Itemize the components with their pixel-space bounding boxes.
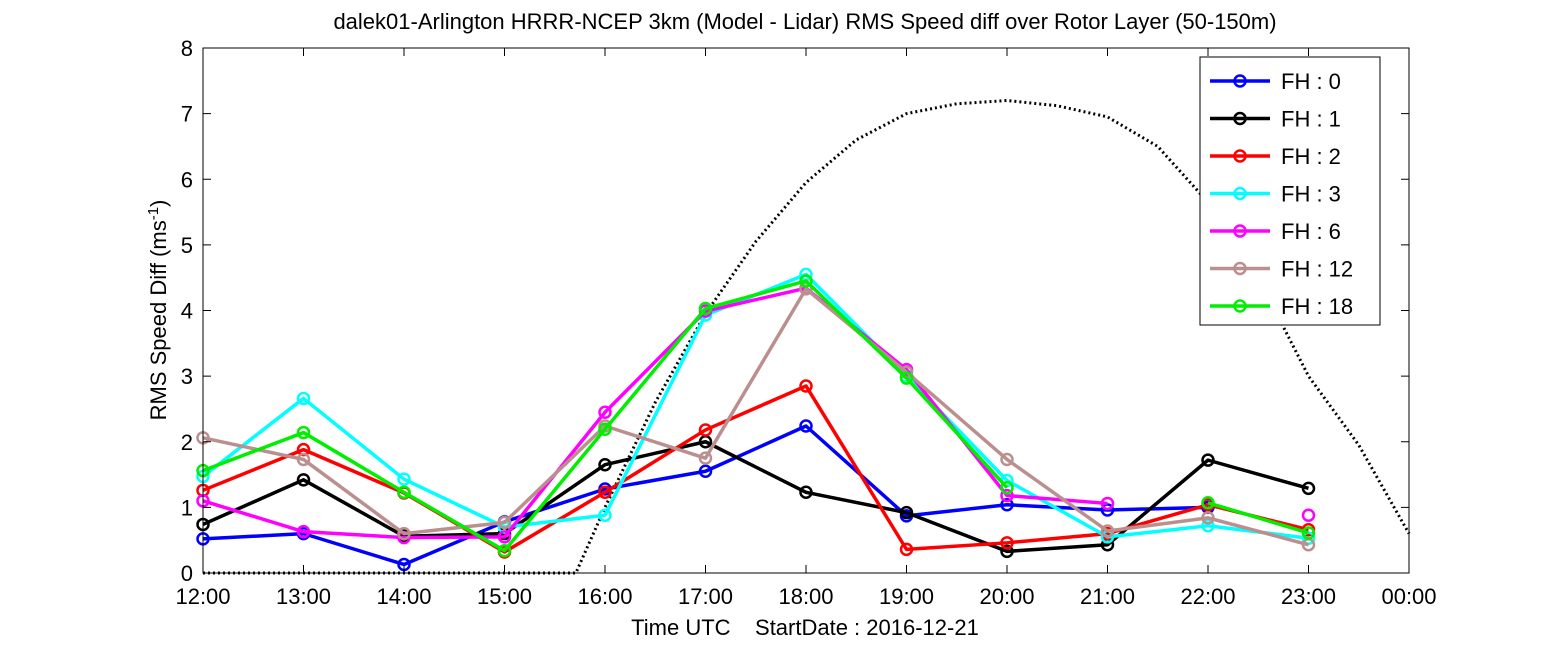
x-axis-label: Time UTC StartDate : 2016-12-21 bbox=[631, 615, 979, 640]
legend-marker-fh-6 bbox=[1233, 224, 1247, 238]
data-point-fh-0 bbox=[799, 419, 813, 433]
legend: FH : 0 FH : 1 FH : 2 FH : 3 FH : 6 FH : 12 FH … bbox=[1199, 56, 1381, 326]
data-point-fh-12 bbox=[1100, 524, 1115, 538]
data-point-fh-1 bbox=[799, 485, 813, 500]
legend-marker-fh-0 bbox=[1233, 74, 1247, 88]
legend-label-fh-2: FH : 2 bbox=[1281, 144, 1341, 169]
x-tick-label: 00:00 bbox=[1381, 584, 1436, 609]
y-axis-label-sup: -1 bbox=[145, 207, 162, 220]
y-tick-label: 4 bbox=[181, 299, 193, 324]
y-tick-label: 6 bbox=[181, 167, 193, 192]
data-point-fh-0 bbox=[1000, 498, 1014, 512]
y-tick-label: 7 bbox=[181, 102, 193, 127]
data-point-fh-12 bbox=[296, 452, 311, 467]
data-point-fh-12 bbox=[1000, 452, 1014, 467]
legend-label-fh-1: FH : 1 bbox=[1281, 107, 1341, 132]
data-point-fh-1 bbox=[598, 457, 612, 472]
series-fh-1 bbox=[196, 435, 1316, 559]
legend-marker-fh-12 bbox=[1233, 261, 1247, 276]
legend-label-fh-3: FH : 3 bbox=[1281, 182, 1341, 207]
x-axis-ticks: 12:00 13:00 14:00 15:00 16:00 17:00 18:00 19:00… bbox=[175, 48, 1437, 609]
data-point-fh-6 bbox=[598, 405, 612, 419]
data-point-fh-2 bbox=[698, 423, 713, 437]
data-point-fh-3 bbox=[296, 391, 311, 406]
x-tick-label: 21:00 bbox=[1080, 584, 1135, 609]
data-point-fh-6 bbox=[296, 524, 311, 539]
legend-marker-fh-1 bbox=[1233, 111, 1247, 126]
y-tick-label: 5 bbox=[181, 233, 193, 258]
data-point-fh-1 bbox=[1301, 481, 1316, 496]
data-point-fh-18 bbox=[296, 425, 311, 440]
data-point-fh-12 bbox=[497, 515, 512, 530]
series-line-fh-18 bbox=[1207, 501, 1310, 535]
x-tick-label: 16:00 bbox=[577, 584, 632, 609]
series-line-fh-0 bbox=[202, 424, 1209, 567]
data-point-fh-6 bbox=[497, 530, 512, 544]
data-point-fh-1 bbox=[899, 505, 914, 520]
data-point-fh-6 bbox=[1100, 496, 1115, 511]
x-tick-label: 17:00 bbox=[678, 584, 733, 609]
data-point-fh-18 bbox=[1201, 496, 1215, 510]
x-tick-label: 14:00 bbox=[376, 584, 431, 609]
data-point-fh-2 bbox=[1000, 536, 1014, 550]
x-tick-label: 19:00 bbox=[879, 584, 934, 609]
data-point-fh-3 bbox=[598, 508, 612, 522]
x-tick-label: 18:00 bbox=[778, 584, 833, 609]
series-layer bbox=[196, 267, 1316, 572]
y-axis-label: RMS Speed Diff (ms-1) bbox=[145, 200, 172, 421]
x-tick-label: 13:00 bbox=[276, 584, 331, 609]
y-tick-label: 1 bbox=[181, 495, 193, 520]
legend-box bbox=[1199, 56, 1381, 326]
data-point-fh-12 bbox=[698, 451, 713, 465]
data-point-fh-2 bbox=[799, 379, 813, 393]
data-point-fh-18 bbox=[598, 422, 612, 437]
data-point-fh-18 bbox=[698, 301, 713, 316]
series-line-fh-1 bbox=[202, 440, 1309, 554]
data-point-fh-1 bbox=[296, 473, 311, 487]
legend-marker-fh-18 bbox=[1233, 299, 1247, 313]
x-tick-label: 15:00 bbox=[477, 584, 532, 609]
data-point-fh-12 bbox=[397, 526, 411, 541]
legend-label-fh-18: FH : 18 bbox=[1281, 294, 1353, 319]
data-point-fh-1 bbox=[1000, 544, 1014, 559]
legend-marker-fh-2 bbox=[1233, 149, 1247, 163]
data-point-fh-2 bbox=[598, 485, 612, 500]
data-point-fh-18 bbox=[497, 543, 512, 558]
legend-label-fh-6: FH : 6 bbox=[1281, 219, 1341, 244]
x-tick-label: 23:00 bbox=[1281, 584, 1336, 609]
data-point-fh-18 bbox=[799, 274, 813, 288]
data-point-fh-1 bbox=[1201, 453, 1215, 467]
legend-label-fh-0: FH : 0 bbox=[1281, 69, 1341, 94]
series-fh-12 bbox=[196, 282, 1316, 552]
data-point-fh-0 bbox=[698, 464, 713, 479]
y-tick-label: 8 bbox=[181, 36, 193, 61]
data-point-fh-18 bbox=[1301, 526, 1316, 540]
y-tick-label: 2 bbox=[181, 430, 193, 455]
y-axis-label-main: RMS Speed Diff (ms bbox=[146, 220, 171, 420]
data-point-fh-18 bbox=[899, 371, 914, 385]
y-tick-label: 0 bbox=[181, 561, 193, 586]
legend-label-fh-12: FH : 12 bbox=[1281, 257, 1353, 282]
series-line-fh-12 bbox=[202, 287, 1309, 547]
x-tick-label: 20:00 bbox=[979, 584, 1034, 609]
data-point-fh-3 bbox=[1201, 519, 1215, 533]
x-tick-label: 12:00 bbox=[175, 584, 230, 609]
y-axis-ticks: 0 1 2 3 4 5 6 7 8 bbox=[181, 36, 1409, 586]
data-point-fh-0 bbox=[1100, 503, 1115, 517]
y-tick-label: 3 bbox=[181, 364, 193, 389]
data-point-fh-3 bbox=[397, 472, 411, 486]
data-point-fh-18 bbox=[1000, 480, 1014, 495]
data-point-fh-18 bbox=[397, 485, 411, 500]
chart-title: dalek01-Arlington HRRR-NCEP 3km (Model -… bbox=[333, 9, 1276, 34]
legend-marker-fh-3 bbox=[1233, 186, 1247, 201]
series-line-fh-18 bbox=[202, 279, 1009, 553]
data-point-fh-2 bbox=[899, 542, 914, 557]
x-tick-label: 22:00 bbox=[1180, 584, 1235, 609]
data-point-fh-6 bbox=[1000, 488, 1014, 503]
data-point-fh-6 bbox=[1301, 508, 1316, 522]
data-point-fh-12 bbox=[1201, 511, 1215, 525]
y-axis-label-close: ) bbox=[146, 200, 171, 207]
